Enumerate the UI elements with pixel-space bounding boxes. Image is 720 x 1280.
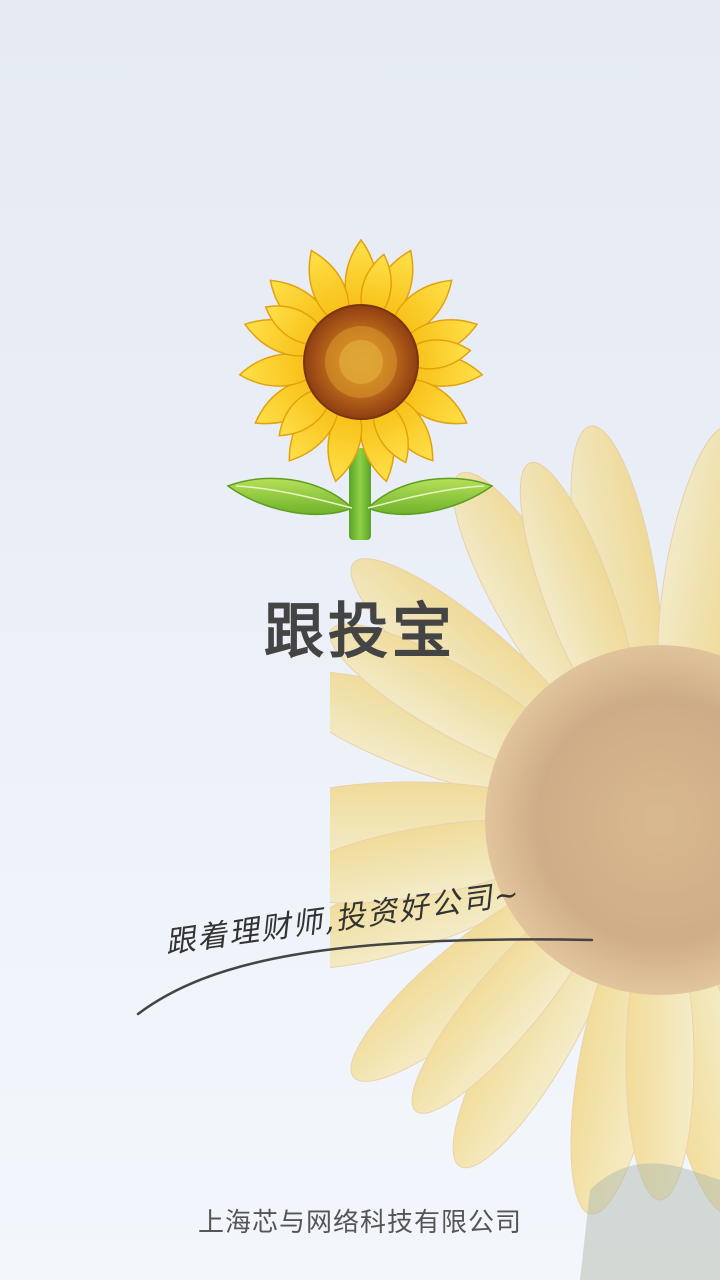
- slogan-block: 跟着理财师,投资好公司~: [130, 876, 600, 1030]
- sunflower-logo-icon: [226, 238, 494, 540]
- company-name: 上海芯与网络科技有限公司: [197, 1208, 522, 1238]
- swoosh-line-icon: [136, 938, 594, 1016]
- app-title: 跟投宝: [264, 597, 456, 667]
- sunflower-background-image: [330, 425, 720, 1280]
